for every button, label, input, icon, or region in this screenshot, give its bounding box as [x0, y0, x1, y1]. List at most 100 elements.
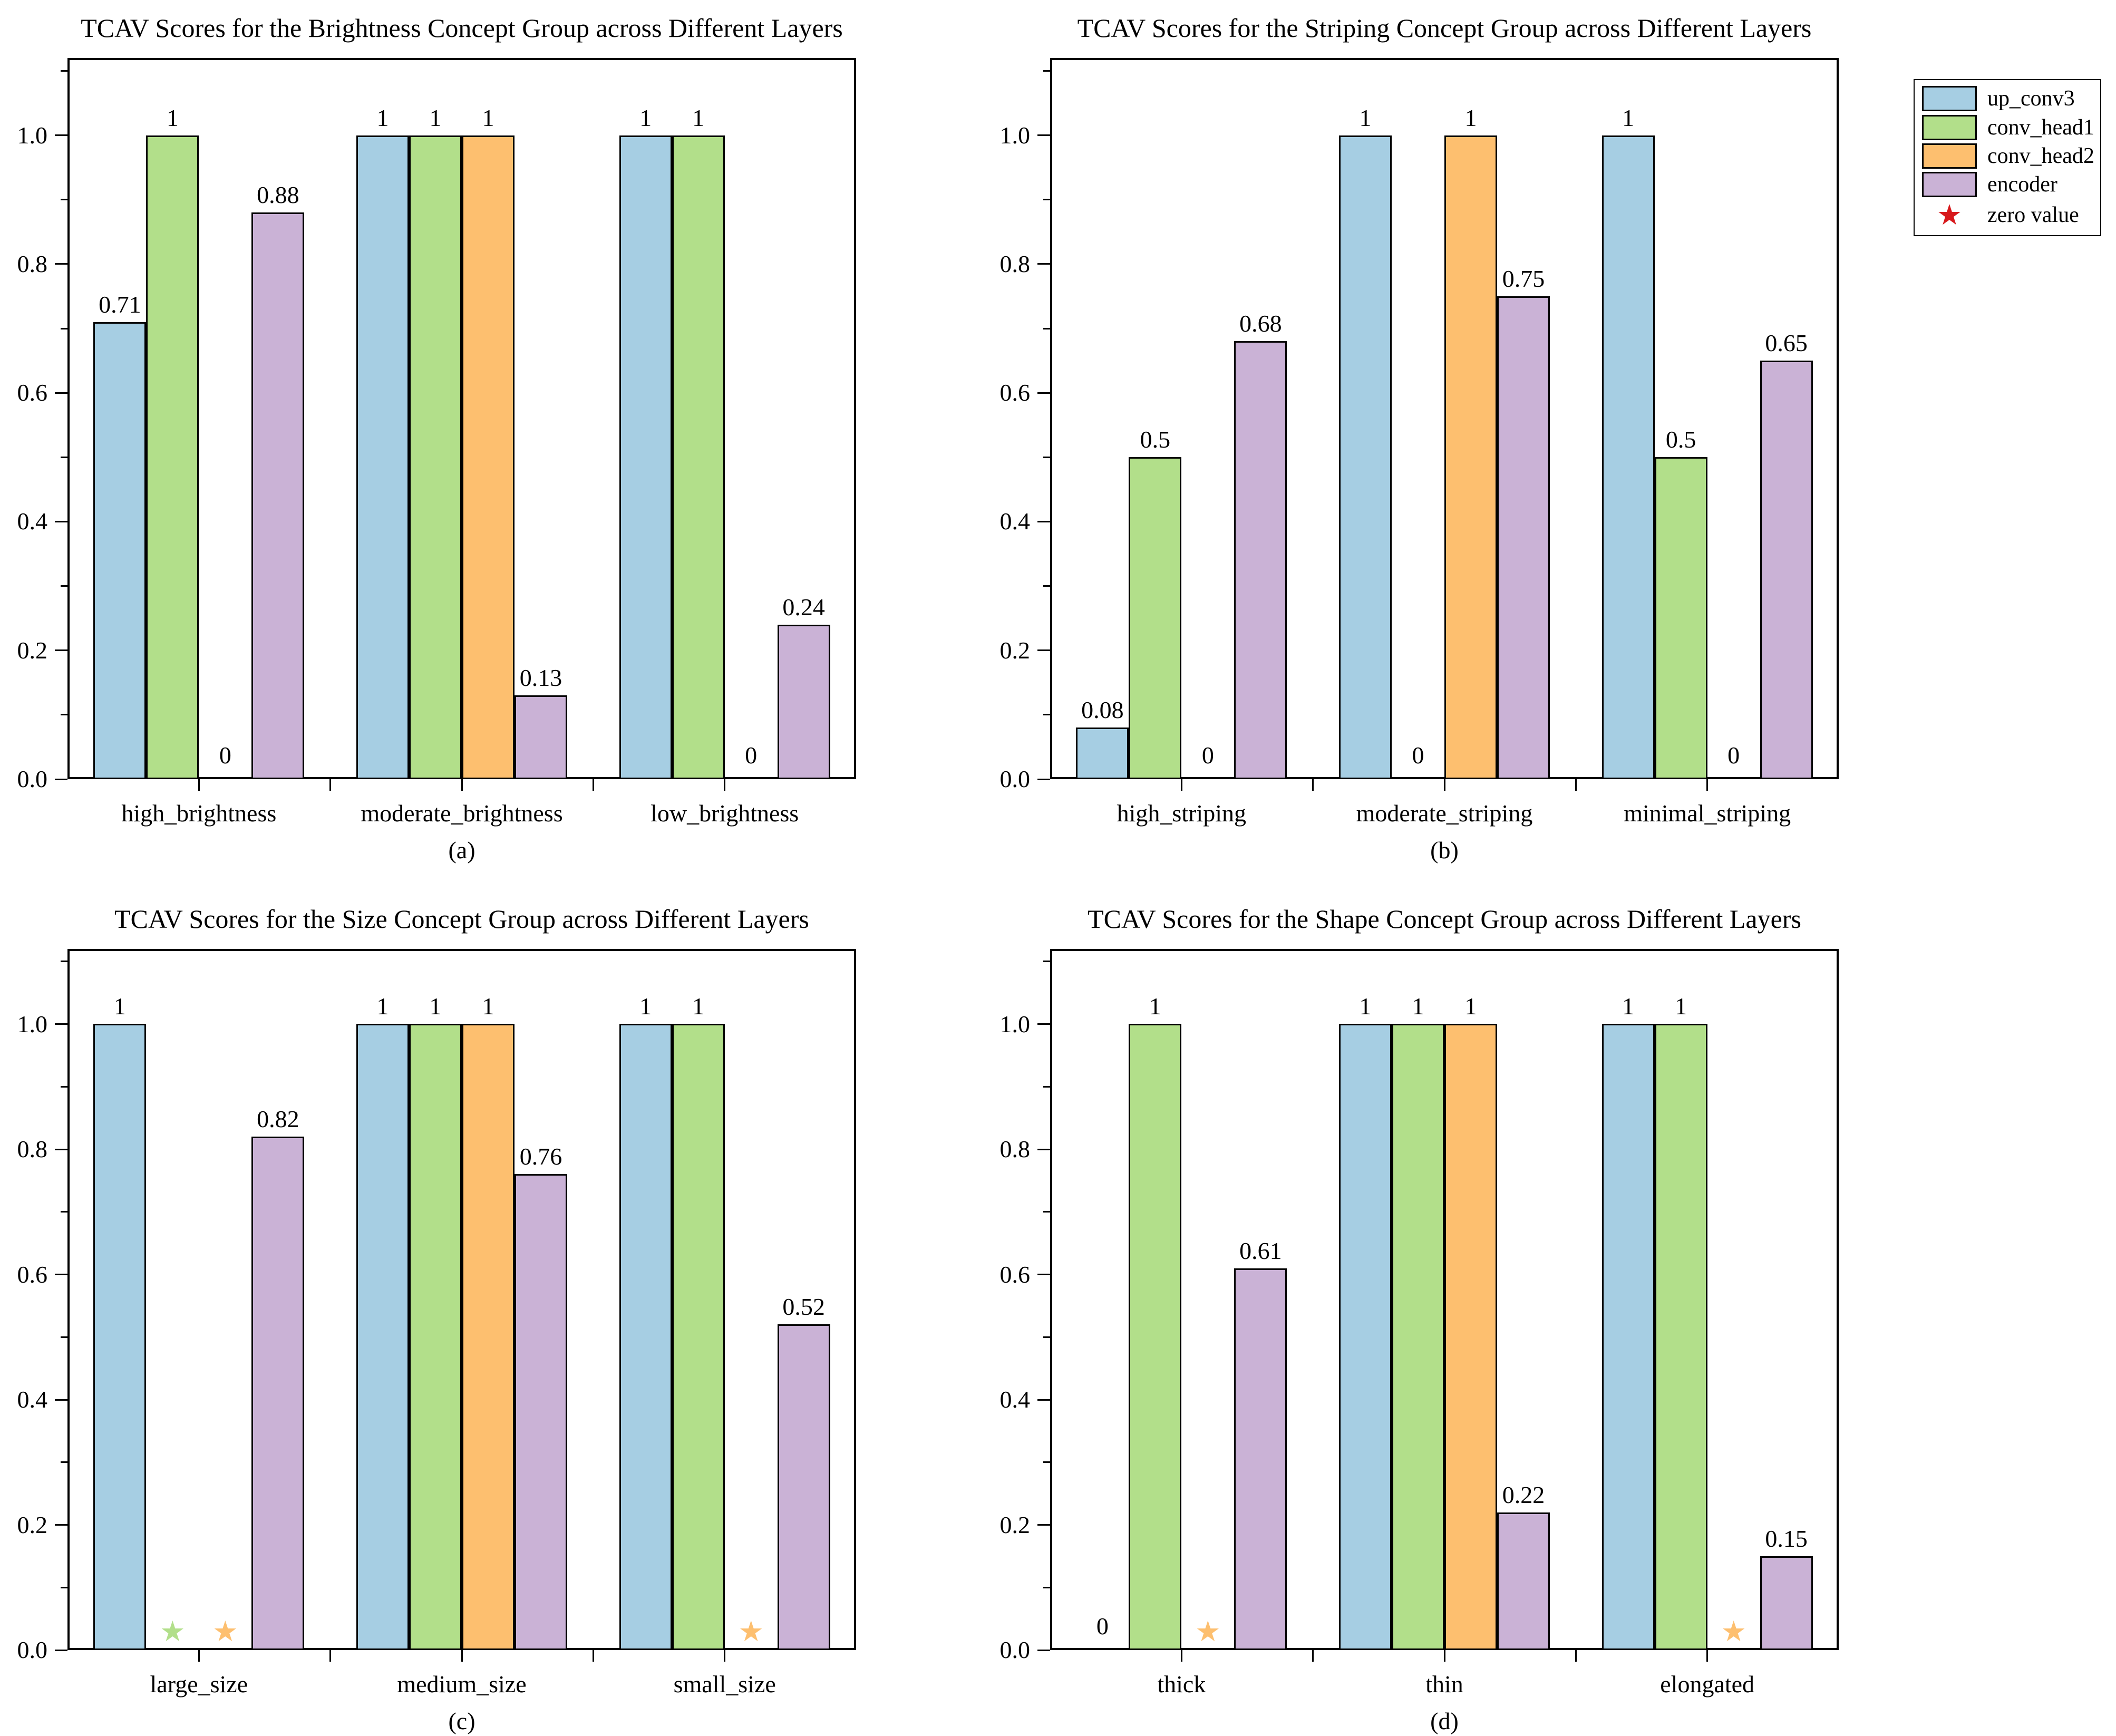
zero-value-label: 0: [219, 742, 231, 769]
x-tick: [1706, 1650, 1709, 1662]
bar-conv_head1: [1654, 1024, 1707, 1650]
legend: up_conv3 conv_head1 conv_head2 encoder ★…: [1914, 79, 2101, 236]
x-minor-tick: [1575, 1650, 1577, 1662]
y-minor-tick: [1043, 1461, 1050, 1463]
bar-up_conv3: [356, 1024, 409, 1650]
x-tick: [1180, 1650, 1182, 1662]
legend-label: encoder: [1987, 172, 2057, 197]
legend-swatch-conv-head1: [1922, 114, 1977, 140]
x-tick: [1706, 779, 1709, 791]
bar-conv_head1: [672, 1024, 725, 1650]
y-minor-tick: [1043, 585, 1050, 587]
y-tick: [55, 134, 67, 137]
bar-up_conv3: [1339, 1024, 1392, 1650]
bar-conv_head2: [1444, 1024, 1497, 1650]
y-tick-label: 0.6: [17, 1260, 48, 1288]
y-minor-tick: [61, 585, 67, 587]
category-label: small_size: [673, 1671, 776, 1698]
bar-conv_head2: [462, 135, 515, 779]
y-tick: [1037, 1274, 1050, 1275]
zero-star-icon: ★: [1195, 1616, 1221, 1647]
x-minor-tick: [329, 1650, 332, 1662]
y-tick-label: 1.0: [999, 121, 1031, 149]
y-minor-tick: [61, 961, 67, 963]
bar-value-label: 0.71: [99, 291, 141, 318]
y-tick-label: 0.4: [999, 1386, 1031, 1413]
y-tick: [55, 1148, 67, 1150]
y-tick: [55, 1023, 67, 1025]
legend-item-zero-value: ★ zero value: [1922, 201, 2093, 229]
bar-encoder: [251, 1137, 305, 1650]
y-tick: [1037, 649, 1050, 652]
y-tick: [1037, 1023, 1050, 1025]
y-minor-tick: [1043, 456, 1050, 458]
y-minor-tick: [1043, 199, 1050, 201]
bar-encoder: [1760, 1556, 1813, 1650]
zero-value-label: 0: [1412, 742, 1424, 769]
x-minor-tick: [1575, 779, 1577, 791]
y-tick-label: 0.2: [999, 636, 1031, 664]
y-minor-tick: [61, 70, 67, 72]
y-minor-tick: [61, 714, 67, 716]
x-tick: [198, 1650, 200, 1662]
bar-encoder: [1234, 341, 1287, 779]
legend-label: zero value: [1987, 202, 2079, 227]
y-tick: [55, 1274, 67, 1275]
category-label: moderate_striping: [1356, 800, 1533, 827]
legend-swatch-up-conv3: [1922, 86, 1977, 112]
category-label: thick: [1157, 1671, 1206, 1698]
y-tick: [1037, 1148, 1050, 1150]
zero-star-icon: ★: [160, 1616, 186, 1647]
zero-star-icon: ★: [1721, 1616, 1746, 1647]
bar-value-label: 0.13: [519, 664, 562, 691]
y-tick-label: 0.8: [17, 250, 48, 277]
bar-value-label: 0.76: [519, 1143, 562, 1170]
bar-value-label: 1: [376, 993, 389, 1020]
y-tick-label: 0.8: [999, 250, 1031, 277]
category-label: high_brightness: [121, 800, 277, 827]
zero-star-icon: ★: [738, 1616, 764, 1647]
bar-value-label: 0.68: [1239, 310, 1282, 337]
legend-swatch-encoder: [1922, 172, 1977, 198]
chart-a-caption: (a): [448, 837, 475, 864]
bar-encoder: [777, 1324, 830, 1650]
bar-up_conv3: [1601, 135, 1655, 779]
y-tick: [1037, 134, 1050, 137]
x-tick: [1180, 779, 1182, 791]
legend-swatch-conv-head2: [1922, 143, 1977, 169]
bar-value-label: 0.61: [1239, 1237, 1282, 1264]
x-tick: [1443, 779, 1445, 791]
category-label: large_size: [150, 1671, 248, 1698]
bar-up_conv3: [1076, 728, 1129, 779]
y-minor-tick: [1043, 327, 1050, 329]
bar-value-label: 1: [482, 993, 494, 1020]
legend-item-up-conv3: up_conv3: [1922, 86, 2093, 112]
y-tick-label: 0.6: [17, 379, 48, 406]
y-minor-tick: [61, 1461, 67, 1463]
y-tick-label: 0.8: [999, 1136, 1031, 1162]
category-label: minimal_striping: [1624, 800, 1791, 827]
bar-value-label: 1: [1412, 993, 1424, 1020]
chart-a-title: TCAV Scores for the Brightness Concept G…: [81, 13, 843, 43]
bar-value-label: 0.88: [257, 181, 299, 208]
y-tick: [1037, 392, 1050, 394]
category-label: high_striping: [1117, 800, 1246, 827]
bar-value-label: 1: [376, 104, 389, 131]
y-tick: [55, 778, 67, 780]
chart-b-title: TCAV Scores for the Striping Concept Gro…: [1077, 13, 1812, 43]
bar-value-label: 1: [692, 104, 705, 131]
bar-value-label: 1: [429, 104, 442, 131]
x-minor-tick: [592, 1650, 594, 1662]
zero-star-icon: ★: [212, 1616, 238, 1647]
bar-up_conv3: [356, 135, 409, 779]
category-label: thin: [1425, 1671, 1463, 1698]
bar-value-label: 1: [1675, 993, 1687, 1020]
bar-encoder: [1497, 296, 1550, 779]
bar-up_conv3: [619, 135, 672, 779]
bar-conv_head2: [1444, 135, 1497, 779]
bar-value-label: 0.82: [257, 1105, 299, 1132]
chart-d-title: TCAV Scores for the Shape Concept Group …: [1088, 904, 1801, 934]
y-minor-tick: [1043, 961, 1050, 963]
y-minor-tick: [1043, 1085, 1050, 1088]
